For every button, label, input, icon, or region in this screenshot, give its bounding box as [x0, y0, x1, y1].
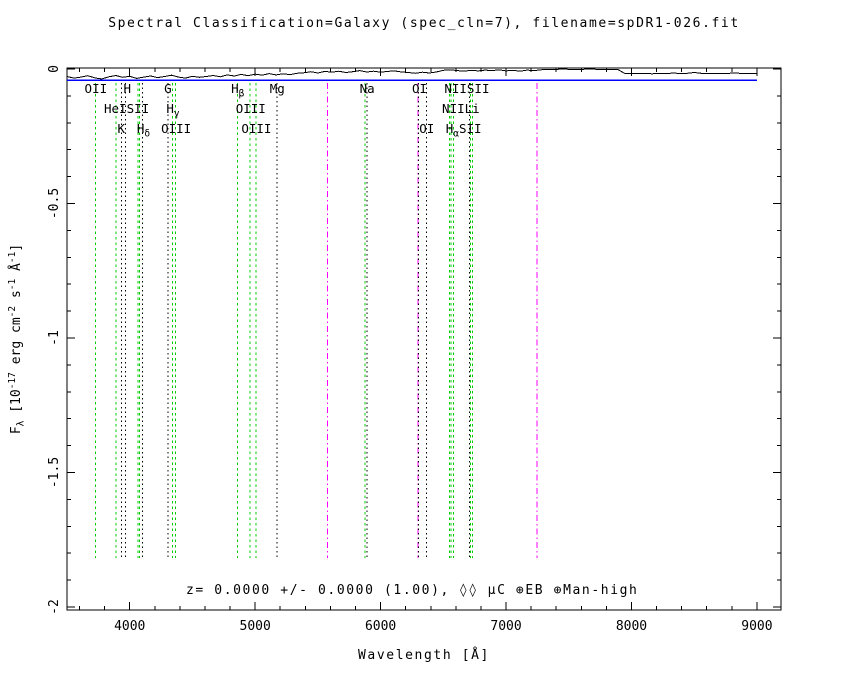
redshift-annotation: z= 0.0000 +/- 0.0000 (1.00), ◊◊ µC ⊕EB ⊕… [186, 583, 638, 598]
y-axis-label-part: -2 [7, 306, 18, 317]
line-label: H [123, 81, 131, 96]
y-axis-label-part: s [9, 290, 24, 306]
y-axis-label-part: [10 [9, 389, 24, 420]
line-label: OIII [236, 101, 266, 116]
line-label-main: OI [412, 81, 427, 96]
line-label: Hβ [231, 81, 245, 100]
y-axis-label-part: Å [8, 263, 24, 279]
x-tick-label: 8000 [616, 619, 647, 634]
line-label-main: H [231, 81, 239, 96]
line-label: G [164, 81, 172, 96]
line-label-main: K [118, 121, 126, 136]
y-axis-label-part: -1 [7, 278, 18, 290]
y-axis-label-part: F [9, 426, 24, 434]
line-label-main: HeISII [104, 101, 149, 116]
y-axis-label: Fλ [10-17 erg cm-2 s-1 Å-1] [7, 244, 27, 434]
line-label-main: Mg [270, 81, 285, 96]
line-label-main: Na [360, 81, 375, 96]
line-label-main: H [166, 101, 174, 116]
line-label: OI [412, 81, 427, 96]
line-label: OIII [161, 121, 191, 136]
line-label: OI [419, 121, 434, 136]
plot-box [66, 67, 782, 611]
line-label: HαSII [446, 121, 482, 140]
y-tick-label: -1 [47, 330, 62, 346]
y-tick-label: 0 [47, 65, 62, 73]
y-tick-label: -0.5 [47, 188, 62, 219]
line-label-main: H [446, 121, 454, 136]
line-label: OIII [241, 121, 271, 136]
x-tick-label: 9000 [741, 619, 772, 634]
line-label: Hγ [166, 101, 180, 120]
y-axis-label-part: λ [16, 420, 27, 426]
line-label-subscript: δ [144, 129, 150, 140]
y-tick-label: -2 [47, 599, 62, 615]
y-axis-label-part: -17 [7, 372, 18, 389]
spectrum-traces [66, 68, 757, 81]
y-axis-label-part: erg cm [9, 317, 24, 372]
line-label-main: H [137, 121, 145, 136]
x-tick-label: 6000 [365, 619, 396, 634]
line-label: Mg [270, 81, 285, 96]
y-tick-label: -1.5 [47, 457, 62, 488]
spectrum-trace [66, 68, 757, 80]
x-tick-label: 7000 [490, 619, 521, 634]
axes: 4000 5000 6000 7000 8000 9000 0 -0.5 -1 -1.5 -2 [47, 65, 782, 634]
line-label-subscript: α [453, 129, 459, 140]
line-label-main: OIII [161, 121, 191, 136]
line-label-subscript: β [239, 89, 245, 100]
line-label-main: OIII [236, 101, 266, 116]
line-label-main: OII [85, 81, 108, 96]
line-label-subscript: γ [174, 109, 180, 120]
spectral-line-markers [94, 83, 538, 558]
line-label-main: G [164, 81, 172, 96]
line-label: NIISII [444, 81, 489, 96]
x-tick-label: 5000 [240, 619, 271, 634]
line-label: Na [360, 81, 375, 96]
line-label-main: NIISII [444, 81, 489, 96]
x-axis-label: Wavelength [Å] [358, 647, 490, 663]
line-label-tail: SII [459, 121, 482, 136]
line-label-main: H [123, 81, 131, 96]
line-label: Hδ [137, 121, 151, 140]
line-label: K [118, 121, 126, 136]
line-label: NIILi [442, 101, 480, 116]
line-label: OII [85, 81, 108, 96]
line-label: HeISII [104, 101, 149, 116]
y-axis-label-part: ] [9, 244, 24, 252]
y-axis-label-text: Fλ [10-17 erg cm-2 s-1 Å-1] [7, 244, 27, 434]
line-label-main: NIILi [442, 101, 480, 116]
line-label-main: OIII [241, 121, 271, 136]
line-label-main: OI [419, 121, 434, 136]
x-tick-label: 4000 [114, 619, 145, 634]
plot-title: Spectral Classification=Galaxy (spec_cln… [108, 16, 740, 31]
y-axis-label-part: -1 [7, 251, 18, 263]
